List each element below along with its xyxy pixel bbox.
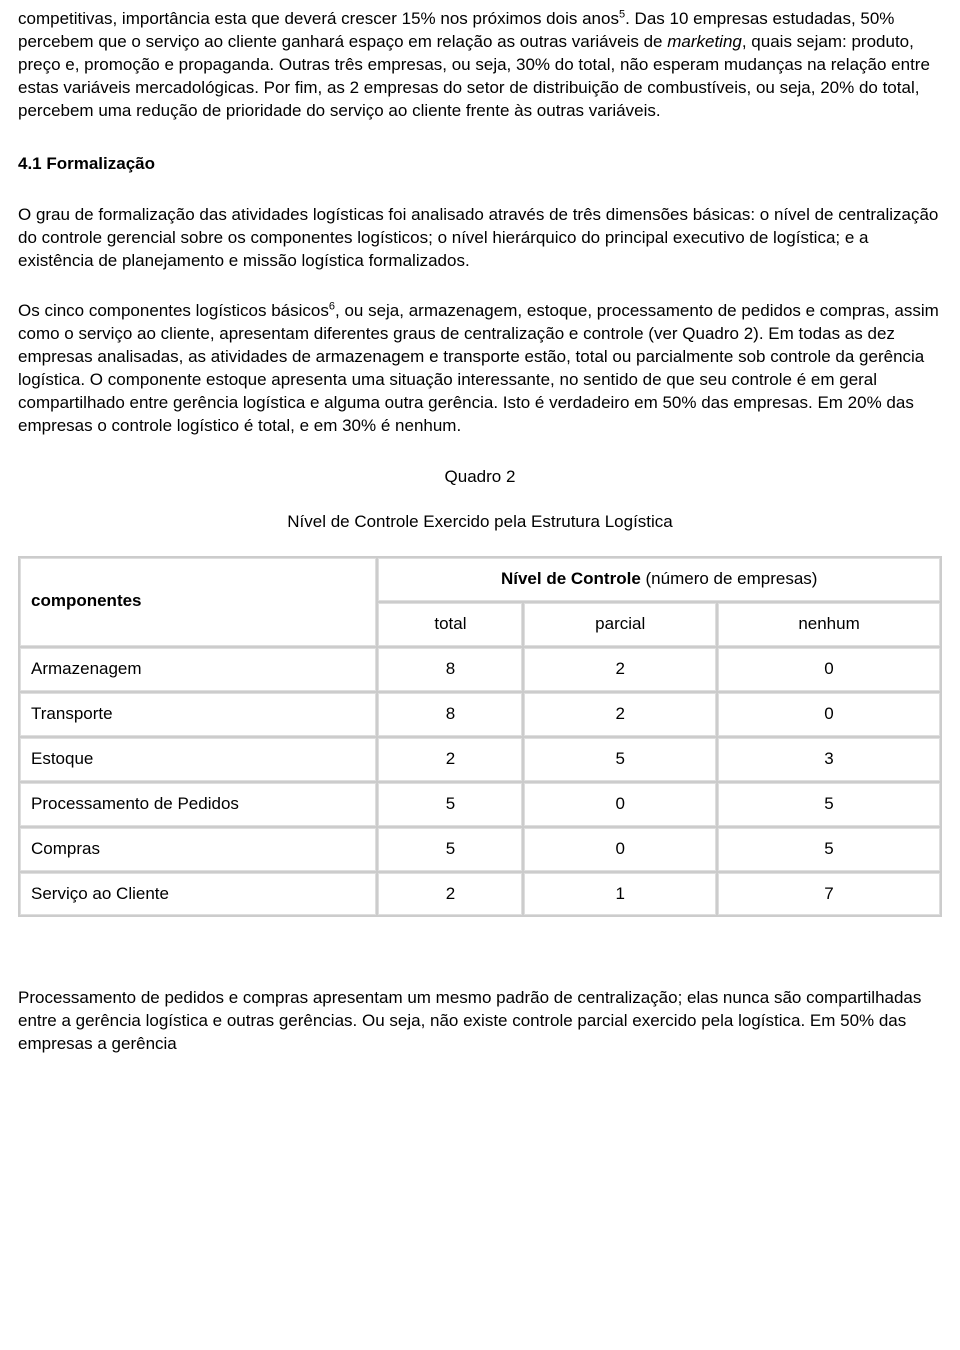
section-heading-4-1: 4.1 Formalização (18, 153, 942, 176)
cell-value: 2 (378, 738, 522, 781)
cell-value: 0 (524, 783, 716, 826)
row-label: Compras (20, 828, 376, 871)
cell-value: 2 (524, 693, 716, 736)
table-row: Armazenagem 8 2 0 (20, 648, 940, 691)
subheader-nenhum: nenhum (718, 603, 940, 646)
header-nivel-controle: Nível de Controle (número de empresas) (378, 558, 940, 601)
cell-value: 0 (718, 648, 940, 691)
table-row: Serviço ao Cliente 2 1 7 (20, 873, 940, 916)
cell-value: 5 (718, 783, 940, 826)
cell-value: 0 (524, 828, 716, 871)
closing-paragraph: Processamento de pedidos e compras apres… (18, 987, 942, 1056)
formalization-paragraph: O grau de formalização das atividades lo… (18, 204, 942, 273)
cell-value: 5 (524, 738, 716, 781)
row-label: Serviço ao Cliente (20, 873, 376, 916)
header-componentes: componentes (20, 558, 376, 646)
table-row: Estoque 2 5 3 (20, 738, 940, 781)
control-level-table: componentes Nível de Controle (número de… (18, 556, 942, 918)
table-row: Transporte 8 2 0 (20, 693, 940, 736)
intro-text-pre: competitivas, importância esta que dever… (18, 9, 619, 28)
components-text-post: , ou seja, armazenagem, estoque, process… (18, 301, 939, 435)
marketing-italic: marketing (667, 32, 742, 51)
header-group-bold: Nível de Controle (501, 569, 641, 588)
cell-value: 1 (524, 873, 716, 916)
cell-value: 7 (718, 873, 940, 916)
subheader-total: total (378, 603, 522, 646)
header-group-rest: (número de empresas) (641, 569, 818, 588)
cell-value: 5 (378, 828, 522, 871)
cell-value: 3 (718, 738, 940, 781)
cell-value: 5 (718, 828, 940, 871)
row-label: Processamento de Pedidos (20, 783, 376, 826)
cell-value: 0 (718, 693, 940, 736)
table-row: Compras 5 0 5 (20, 828, 940, 871)
cell-value: 2 (378, 873, 522, 916)
cell-value: 8 (378, 693, 522, 736)
subheader-parcial: parcial (524, 603, 716, 646)
components-paragraph: Os cinco componentes logísticos básicos6… (18, 300, 942, 438)
components-text-pre: Os cinco componentes logísticos básicos (18, 301, 329, 320)
cell-value: 8 (378, 648, 522, 691)
row-label: Transporte (20, 693, 376, 736)
table-header-row: componentes Nível de Controle (número de… (20, 558, 940, 601)
table-caption-line1: Quadro 2 (18, 466, 942, 489)
row-label: Estoque (20, 738, 376, 781)
cell-value: 2 (524, 648, 716, 691)
cell-value: 5 (378, 783, 522, 826)
row-label: Armazenagem (20, 648, 376, 691)
intro-paragraph: competitivas, importância esta que dever… (18, 8, 942, 123)
table-caption-line2: Nível de Controle Exercido pela Estrutur… (18, 511, 942, 534)
table-row: Processamento de Pedidos 5 0 5 (20, 783, 940, 826)
